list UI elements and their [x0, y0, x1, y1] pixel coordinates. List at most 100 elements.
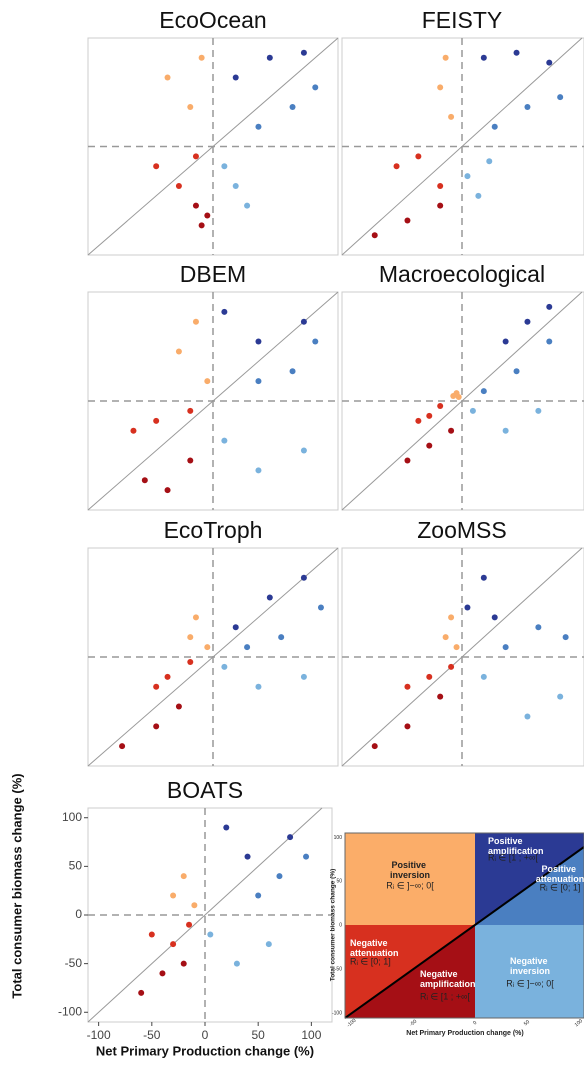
key-x-tick: -50 [409, 1018, 419, 1027]
diagonal [344, 846, 584, 1019]
x-tick-label: -100 [87, 1028, 111, 1042]
key-x-tick: 100 [574, 1018, 584, 1028]
panel-title: Macroecological [379, 261, 545, 287]
point [164, 673, 171, 680]
point [535, 624, 542, 631]
point [289, 104, 296, 111]
y-tick-label: 50 [69, 859, 83, 873]
point [371, 232, 378, 239]
point [255, 467, 262, 474]
point [255, 683, 262, 690]
point [491, 614, 498, 621]
point [300, 574, 307, 581]
key-region-name: Positive amplification [488, 836, 544, 856]
point [453, 644, 460, 651]
point [221, 163, 228, 170]
point [244, 644, 251, 651]
point [192, 614, 199, 621]
y-tick-label: 0 [75, 907, 82, 921]
point [404, 217, 411, 224]
point [159, 970, 166, 977]
key-region-name: Negative inversion [510, 956, 550, 976]
point [502, 427, 509, 434]
x-tick-label: -50 [143, 1028, 161, 1042]
point [289, 368, 296, 375]
point [175, 182, 182, 189]
point [415, 417, 422, 424]
point [448, 614, 455, 621]
panel-title: BOATS [167, 777, 243, 803]
point [192, 318, 199, 325]
point [546, 338, 553, 345]
point [312, 338, 319, 345]
point [287, 834, 294, 841]
point [187, 407, 194, 414]
point [187, 104, 194, 111]
identity-line [87, 807, 323, 1023]
key-region-range: Rᵢ ∈ [0; 1] [350, 956, 391, 966]
y-tick-label: -50 [65, 956, 83, 970]
point [546, 59, 553, 66]
key-region-range: Rᵢ ∈ [0; 1] [540, 882, 581, 892]
key-panel: Total consumer biomass change (%) Net Pri… [330, 832, 584, 1037]
point [426, 673, 433, 680]
point [153, 683, 160, 690]
point [187, 658, 194, 665]
key-region-name: Positive inversion [390, 860, 430, 880]
point [502, 644, 509, 651]
point [186, 921, 193, 928]
point [223, 824, 230, 831]
point [138, 989, 145, 996]
point [535, 407, 542, 414]
point [480, 574, 487, 581]
point [148, 931, 155, 938]
point [153, 723, 160, 730]
point [557, 94, 564, 101]
point [221, 437, 228, 444]
point [233, 960, 240, 967]
point [187, 457, 194, 464]
region-positive-inversion [345, 833, 475, 925]
point [232, 624, 239, 631]
y-axis-label: Total consumer biomass change (%) [9, 773, 24, 998]
point [442, 54, 449, 61]
point [153, 163, 160, 170]
point [204, 378, 211, 385]
point [437, 402, 444, 409]
point [198, 54, 205, 61]
point [557, 693, 564, 700]
key-frame [344, 832, 584, 1019]
point [170, 941, 177, 948]
point [175, 703, 182, 710]
point [180, 960, 187, 967]
point [513, 49, 520, 56]
point [255, 892, 262, 899]
point [278, 634, 285, 641]
panel-title: DBEM [180, 261, 246, 287]
point [317, 604, 324, 611]
key-y-tick: 0 [339, 922, 342, 928]
point [141, 477, 148, 484]
point [180, 873, 187, 880]
point [266, 594, 273, 601]
key-region-range: Rᵢ ∈ [1 ; +∞[ [420, 991, 470, 1001]
point [464, 173, 471, 180]
y-tick-label: 100 [62, 810, 82, 824]
point [303, 853, 310, 860]
point [244, 202, 251, 209]
key-x-tick: -100 [346, 1018, 358, 1029]
point [300, 673, 307, 680]
point [475, 192, 482, 199]
point [204, 212, 211, 219]
point [562, 634, 569, 641]
point [437, 693, 444, 700]
point [221, 308, 228, 315]
point [300, 49, 307, 56]
point [255, 378, 262, 385]
key-y-label: Total consumer biomass change (%) [330, 869, 337, 982]
point [192, 153, 199, 160]
panel-title: EcoOcean [159, 7, 266, 33]
key-region-range: Rᵢ ∈ ]−∞; 0[ [386, 880, 434, 890]
key-y-tick: 50 [336, 879, 342, 885]
